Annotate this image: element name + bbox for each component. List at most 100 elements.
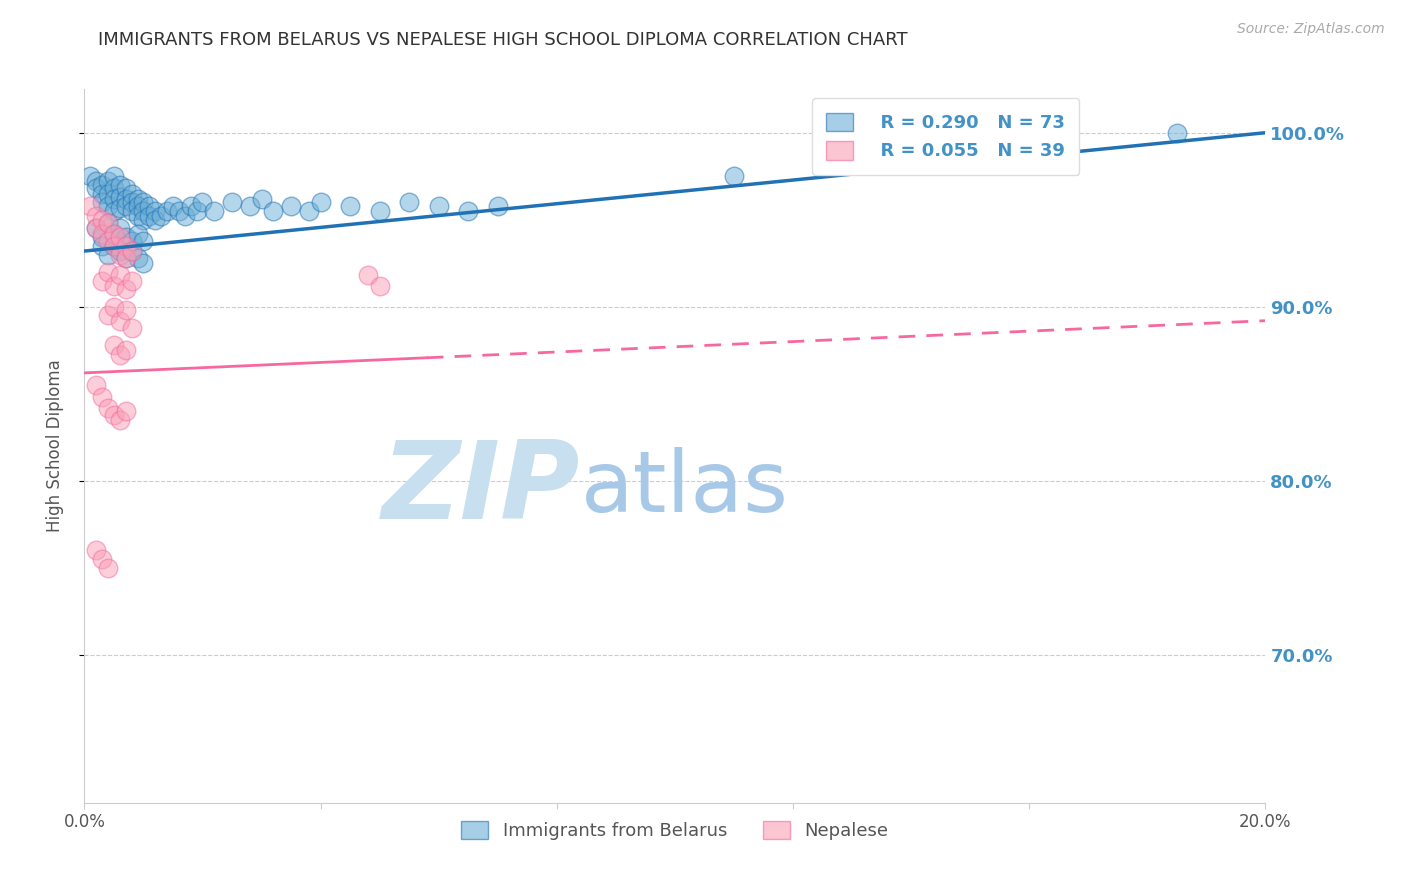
Point [97,186,120,201]
Point [91,186,114,201]
Point [91,239,114,253]
Point [127,209,149,223]
Point [127,199,149,213]
Point [91,274,114,288]
Point [132,212,155,227]
Point [156,204,179,219]
Y-axis label: High School Diploma: High School Diploma [45,359,63,533]
Point [173,209,195,223]
Point [121,204,143,219]
Point [114,199,136,213]
Point [97,309,120,323]
Point [108,413,131,427]
Point [97,216,120,230]
Point [79,199,101,213]
Point [280,199,302,213]
Point [91,212,114,227]
Point [84,221,107,235]
Point [167,204,190,219]
Point [108,178,131,192]
Point [91,178,114,192]
Point [114,251,136,265]
Point [103,300,125,314]
Point [114,230,136,244]
Point [108,221,131,235]
Point [186,204,208,219]
Point [114,251,136,265]
Point [97,401,120,415]
Point [97,561,120,575]
Point [97,265,120,279]
Point [132,204,155,219]
Point [132,234,155,248]
Point [127,192,149,206]
Point [108,201,131,215]
Point [143,212,166,227]
Point [103,204,125,219]
Point [103,169,125,184]
Point [127,251,149,265]
Point [121,244,143,258]
Point [180,199,202,213]
Point [427,199,450,213]
Point [202,204,225,219]
Point [239,199,262,213]
Point [103,227,125,241]
Point [114,181,136,195]
Point [114,239,136,253]
Point [108,190,131,204]
Point [79,169,101,184]
Point [84,174,107,188]
Legend: Immigrants from Belarus, Nepalese: Immigrants from Belarus, Nepalese [454,814,896,847]
Point [103,192,125,206]
Point [97,247,120,261]
Point [103,239,125,253]
Point [97,216,120,230]
Point [91,552,114,566]
Point [121,320,143,334]
Point [138,209,160,223]
Point [103,227,125,241]
Point [221,195,243,210]
Point [103,278,125,293]
Point [138,199,160,213]
Point [114,343,136,358]
Point [103,408,125,422]
Point [121,274,143,288]
Point [143,204,166,219]
Point [108,349,131,363]
Point [723,169,745,184]
Point [1166,126,1188,140]
Point [84,378,107,392]
Point [132,256,155,270]
Point [114,282,136,296]
Point [368,204,391,219]
Point [103,181,125,195]
Point [114,303,136,318]
Point [127,227,149,241]
Point [191,195,214,210]
Point [309,195,332,210]
Point [91,195,114,210]
Point [368,278,391,293]
Point [162,199,184,213]
Point [262,204,284,219]
Point [121,186,143,201]
Point [97,199,120,213]
Point [108,244,131,258]
Point [150,209,173,223]
Point [298,204,321,219]
Point [108,230,131,244]
Point [84,543,107,558]
Point [108,247,131,261]
Point [121,195,143,210]
Point [121,234,143,248]
Text: Source: ZipAtlas.com: Source: ZipAtlas.com [1237,22,1385,37]
Point [103,239,125,253]
Point [84,181,107,195]
Point [84,221,107,235]
Point [114,404,136,418]
Point [250,192,273,206]
Point [457,204,479,219]
Point [486,199,509,213]
